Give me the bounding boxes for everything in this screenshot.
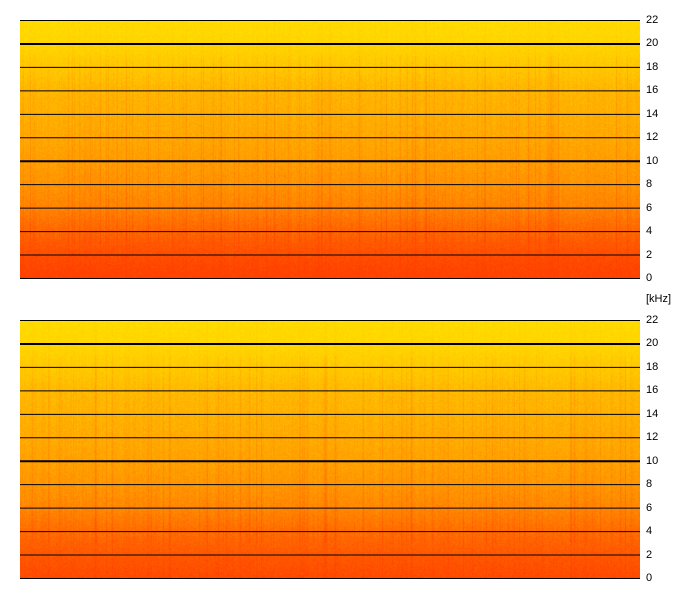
y-axis-unit-label: [kHz] bbox=[646, 293, 672, 305]
y-tick-label-2: 2 bbox=[646, 548, 653, 561]
y-tick-label-10: 10 bbox=[646, 154, 659, 167]
y-tick-label-14: 14 bbox=[646, 107, 659, 120]
spectrogram-bottom-gridlines bbox=[20, 320, 640, 579]
y-tick-label-14: 14 bbox=[646, 407, 659, 420]
y-tick-label-0: 0 bbox=[646, 572, 653, 584]
y-tick-label-6: 6 bbox=[646, 501, 653, 514]
y-tick-label-2: 2 bbox=[646, 248, 653, 261]
y-tick-label-22: 22 bbox=[646, 14, 659, 26]
y-tick-label-12: 12 bbox=[646, 131, 659, 144]
y-tick-label-12: 12 bbox=[646, 431, 659, 444]
spectrogram-top-heatmap bbox=[20, 20, 640, 279]
y-tick-label-4: 4 bbox=[646, 525, 653, 538]
y-tick-label-0: 0 bbox=[646, 272, 653, 284]
y-tick-label-16: 16 bbox=[646, 84, 659, 97]
y-tick-label-8: 8 bbox=[646, 478, 653, 491]
y-tick-label-18: 18 bbox=[646, 360, 659, 373]
y-tick-label-16: 16 bbox=[646, 384, 659, 397]
y-tick-label-10: 10 bbox=[646, 454, 659, 467]
spectrogram-top bbox=[20, 20, 640, 279]
y-tick-label-20: 20 bbox=[646, 37, 659, 50]
y-tick-label-6: 6 bbox=[646, 201, 653, 214]
y-tick-label-20: 20 bbox=[646, 337, 659, 350]
spectrogram-bottom-heatmap bbox=[20, 320, 640, 579]
y-tick-label-8: 8 bbox=[646, 178, 653, 191]
spectrogram-top-gridlines bbox=[20, 20, 640, 279]
y-tick-label-4: 4 bbox=[646, 225, 653, 238]
y-tick-label-18: 18 bbox=[646, 60, 659, 73]
spectrogram-bottom bbox=[20, 320, 640, 579]
y-tick-label-22: 22 bbox=[646, 314, 659, 326]
